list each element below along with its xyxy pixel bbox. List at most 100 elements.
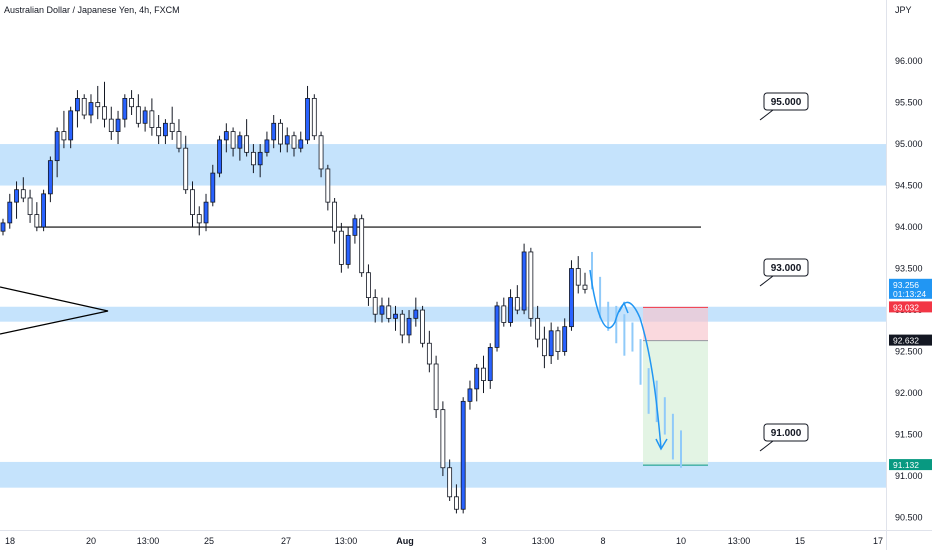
candle [217,135,222,178]
candle-body [27,197,33,216]
candle-body [305,98,310,141]
candle-body [406,317,412,336]
x-tick-label: 25 [204,536,214,546]
candle-body [176,131,182,149]
y-tick-label: 94.500 [895,181,923,191]
callout-pointer [759,109,774,121]
x-tick-label: 13:00 [532,536,555,546]
candle-body [514,297,520,311]
candle-body [311,98,317,137]
forecast-path [589,269,662,449]
candle [230,127,236,157]
candle [433,355,439,418]
candle-body [338,230,344,265]
candle-body [521,251,527,311]
candle-body [366,272,371,299]
candle [528,247,534,327]
candle [115,110,121,145]
candle-body [47,160,53,195]
candle-body [95,102,101,108]
price-tag-countdown: 01:13:24 [893,289,926,299]
candle-body [257,151,263,166]
price-tag: 92.632 [889,334,932,346]
candle-body [210,172,216,203]
y-tick-label: 96.000 [895,56,923,66]
candle [190,181,195,228]
candle-body [386,305,392,319]
candle [102,81,107,128]
candle [487,343,493,389]
candle [386,297,392,323]
candle [501,297,507,327]
chart-title: Australian Dollar / Japanese Yen, 4h, FX… [4,5,180,15]
price-axis[interactable] [886,0,932,550]
candle [95,85,101,120]
candle [352,214,358,244]
candle-body [535,317,541,340]
candle [68,106,74,149]
candle [0,218,6,236]
candle [41,189,47,232]
candle-body [271,122,277,141]
candle [420,305,425,348]
candle-body [135,106,141,124]
y-tick-label: 94.000 [895,222,923,232]
candle [359,214,365,277]
candle [264,131,270,157]
candle-body [122,98,128,120]
candle [210,164,216,207]
candle-body [332,201,338,232]
candle [379,297,385,323]
y-tick-label: 95.000 [895,139,923,149]
price-tag-bg [889,334,932,346]
time-axis[interactable] [0,530,932,550]
price-tag-bg [889,459,932,471]
candle [582,272,588,294]
candle [325,164,331,211]
candle-body [284,135,290,145]
candle [176,119,182,153]
candle-body [149,110,155,128]
callout-pointer [759,275,774,287]
y-tick-label: 92.500 [895,347,923,357]
candle-body [555,330,561,352]
x-tick-label: 10 [676,536,686,546]
candle [535,305,541,348]
y-tick-label: 92.000 [895,388,923,398]
candle [27,189,33,223]
zone-callout: 95.000 [759,92,809,121]
candle [250,144,256,174]
x-tick-label: 8 [600,536,605,546]
candle [237,131,243,161]
candle-body [440,409,446,469]
callout-box [763,423,809,442]
candle [305,85,310,145]
candle [311,94,317,140]
candle [318,131,324,178]
candle-body [7,201,13,224]
zone-1 [0,306,886,322]
candle-body [474,367,480,390]
price-tag-label: 93.256 [893,280,919,290]
y-tick-label: 95.500 [895,98,923,108]
candle [88,94,94,124]
candle-body [325,168,331,203]
candle [372,289,378,323]
candle [257,144,263,178]
y-tick-label: 91.500 [895,430,923,440]
candle-body [129,98,134,108]
x-tick-label: 3 [481,536,486,546]
candle [54,127,60,178]
price-tag-bg [889,301,932,313]
x-tick-label: 15 [795,536,805,546]
candle-body [278,122,283,145]
candle-body [433,363,439,411]
candle [508,289,513,327]
candle [555,326,561,360]
candle-body [379,305,385,315]
candle-body [582,284,588,290]
zone-0 [0,144,886,186]
y-tick-label: 93.500 [895,264,923,274]
candle-body [223,131,229,141]
